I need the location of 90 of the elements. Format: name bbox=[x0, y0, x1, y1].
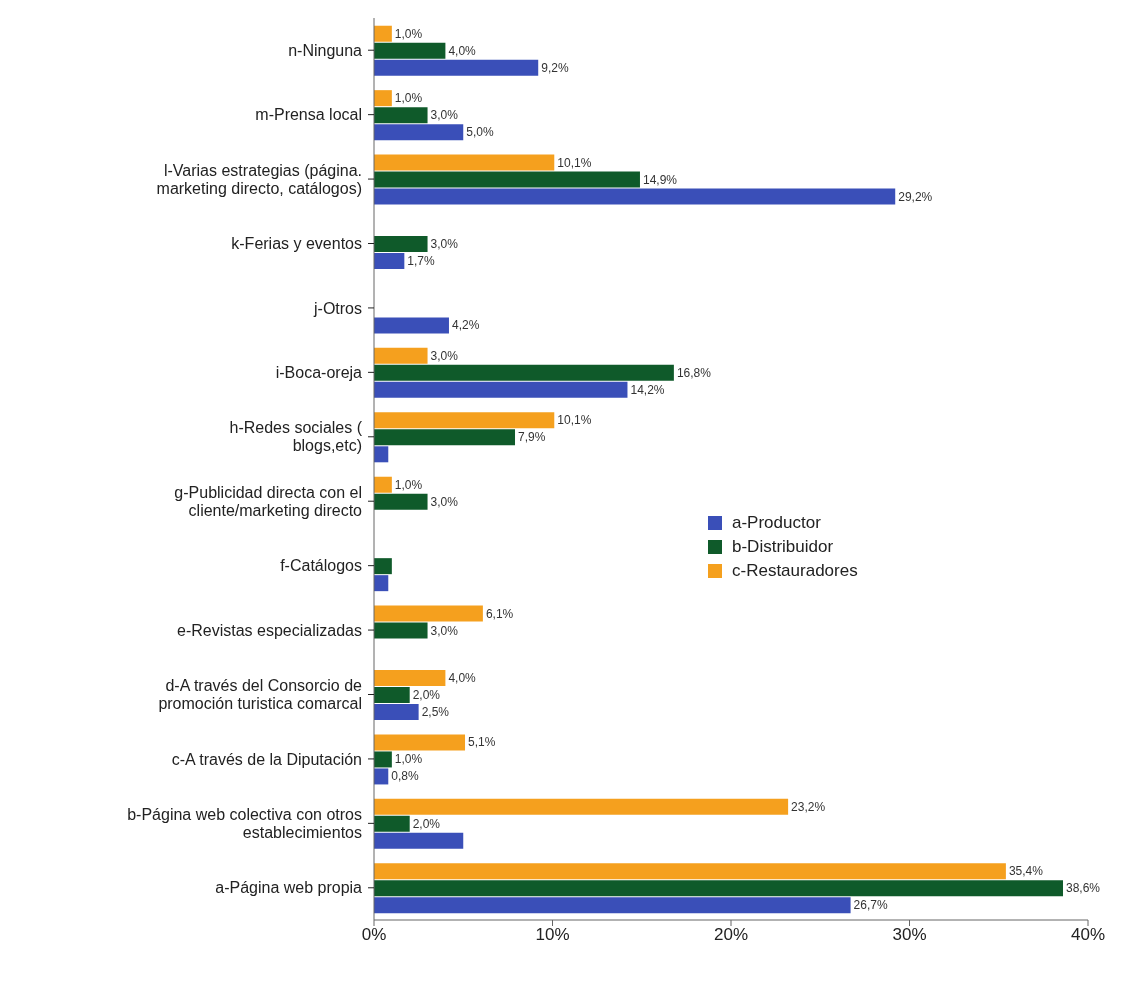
x-tick-label: 10% bbox=[535, 925, 570, 945]
bar bbox=[374, 768, 389, 785]
y-tick-label: g-Publicidad directa con el cliente/marketing directo bbox=[174, 483, 363, 519]
data-label: 1,7% bbox=[407, 254, 436, 269]
bar bbox=[374, 605, 483, 622]
bar bbox=[374, 670, 446, 687]
data-label: 1,0% bbox=[394, 477, 423, 492]
bar bbox=[374, 832, 464, 849]
y-tick-label: d-A través del Consorcio de promoción turistica comarcal bbox=[158, 677, 363, 713]
data-label: 14,9% bbox=[642, 172, 678, 187]
x-tick-label: 30% bbox=[892, 925, 927, 945]
data-label: 10,1% bbox=[557, 155, 592, 170]
bar bbox=[374, 897, 851, 914]
bar bbox=[374, 734, 466, 751]
data-label: 26,7% bbox=[853, 898, 888, 913]
x-tick-label: 20% bbox=[713, 925, 749, 945]
bar bbox=[374, 815, 410, 832]
bar bbox=[374, 704, 419, 721]
bar bbox=[374, 124, 464, 141]
data-label: 5,0% bbox=[466, 125, 494, 140]
legend-label: c-Restauradores bbox=[731, 561, 858, 581]
data-label: 5,1% bbox=[468, 735, 496, 750]
bar bbox=[374, 90, 392, 107]
bar bbox=[374, 798, 789, 815]
data-label: 3,0% bbox=[430, 494, 459, 509]
data-label: 10,1% bbox=[557, 413, 592, 428]
data-label: 29,2% bbox=[898, 189, 933, 204]
y-tick-label: e-Revistas especializadas bbox=[177, 621, 362, 639]
bar bbox=[374, 429, 516, 446]
y-tick-label: m-Prensa local bbox=[255, 106, 362, 124]
y-tick-label: f-Catálogos bbox=[280, 557, 362, 575]
y-tick-label: l-Varias estrategias (página. marketing directo, catálogos) bbox=[156, 161, 362, 197]
data-label: 6,1% bbox=[485, 606, 514, 621]
data-label: 2,0% bbox=[412, 688, 441, 703]
bar bbox=[374, 751, 392, 768]
data-label: 9,2% bbox=[541, 60, 569, 75]
data-label: 3,0% bbox=[430, 348, 459, 363]
data-label: 23,2% bbox=[791, 799, 826, 814]
bar bbox=[374, 622, 428, 639]
bar bbox=[374, 236, 428, 253]
y-tick-label: i-Boca-oreja bbox=[275, 363, 363, 381]
data-label: 3,0% bbox=[430, 237, 459, 252]
x-tick-label: 40% bbox=[1070, 925, 1106, 945]
bar bbox=[374, 880, 1064, 897]
data-label: 38,6% bbox=[1066, 881, 1101, 896]
y-tick-label: n-Ninguna bbox=[288, 41, 363, 59]
data-label: 1,0% bbox=[394, 26, 423, 41]
y-tick-label: j-Otros bbox=[313, 299, 362, 317]
y-tick-label: h-Redes sociales ( blogs,etc) bbox=[229, 419, 363, 455]
bar bbox=[374, 687, 410, 704]
bar bbox=[374, 476, 392, 493]
y-tick-label: a-Página web propia bbox=[215, 879, 363, 897]
bar bbox=[374, 493, 428, 510]
y-tick-label: b-Página web colectiva con otros establecimientos bbox=[127, 805, 362, 841]
data-label: 2,5% bbox=[421, 705, 450, 720]
data-label: 3,0% bbox=[430, 108, 459, 123]
y-tick-label: k-Ferias y eventos bbox=[231, 235, 362, 253]
bar bbox=[374, 25, 392, 42]
data-label: 1,0% bbox=[394, 91, 423, 106]
bar bbox=[374, 863, 1006, 880]
bar bbox=[374, 253, 405, 270]
bar bbox=[374, 317, 449, 334]
data-label: 1,0% bbox=[394, 752, 423, 767]
bar bbox=[374, 347, 428, 364]
x-tick-label: 0% bbox=[361, 925, 387, 945]
bar bbox=[374, 188, 896, 205]
y-tick-label: c-A través de la Diputación bbox=[171, 750, 362, 768]
bar bbox=[374, 107, 428, 124]
bar bbox=[374, 59, 539, 76]
data-label: 35,4% bbox=[1008, 864, 1044, 879]
data-label: 2,0% bbox=[412, 816, 441, 831]
data-label: 4,2% bbox=[451, 318, 480, 333]
data-label: 3,0% bbox=[430, 623, 459, 638]
data-label: 0,8% bbox=[391, 769, 419, 784]
data-label: 16,8% bbox=[676, 365, 712, 380]
legend-label: a-Productor bbox=[731, 513, 822, 533]
legend-label: b-Distribuidor bbox=[731, 537, 835, 557]
data-label: 14,2% bbox=[630, 382, 665, 397]
bar bbox=[374, 42, 446, 59]
bar bbox=[374, 364, 674, 381]
data-label: 7,9% bbox=[518, 430, 546, 445]
bar bbox=[374, 171, 640, 188]
bar bbox=[374, 558, 392, 575]
data-label: 4,0% bbox=[448, 43, 477, 58]
data-label: 4,0% bbox=[448, 671, 477, 686]
bar bbox=[374, 381, 628, 398]
bar bbox=[374, 412, 555, 429]
bar bbox=[374, 446, 389, 463]
bar bbox=[374, 154, 555, 171]
bar bbox=[374, 575, 389, 592]
